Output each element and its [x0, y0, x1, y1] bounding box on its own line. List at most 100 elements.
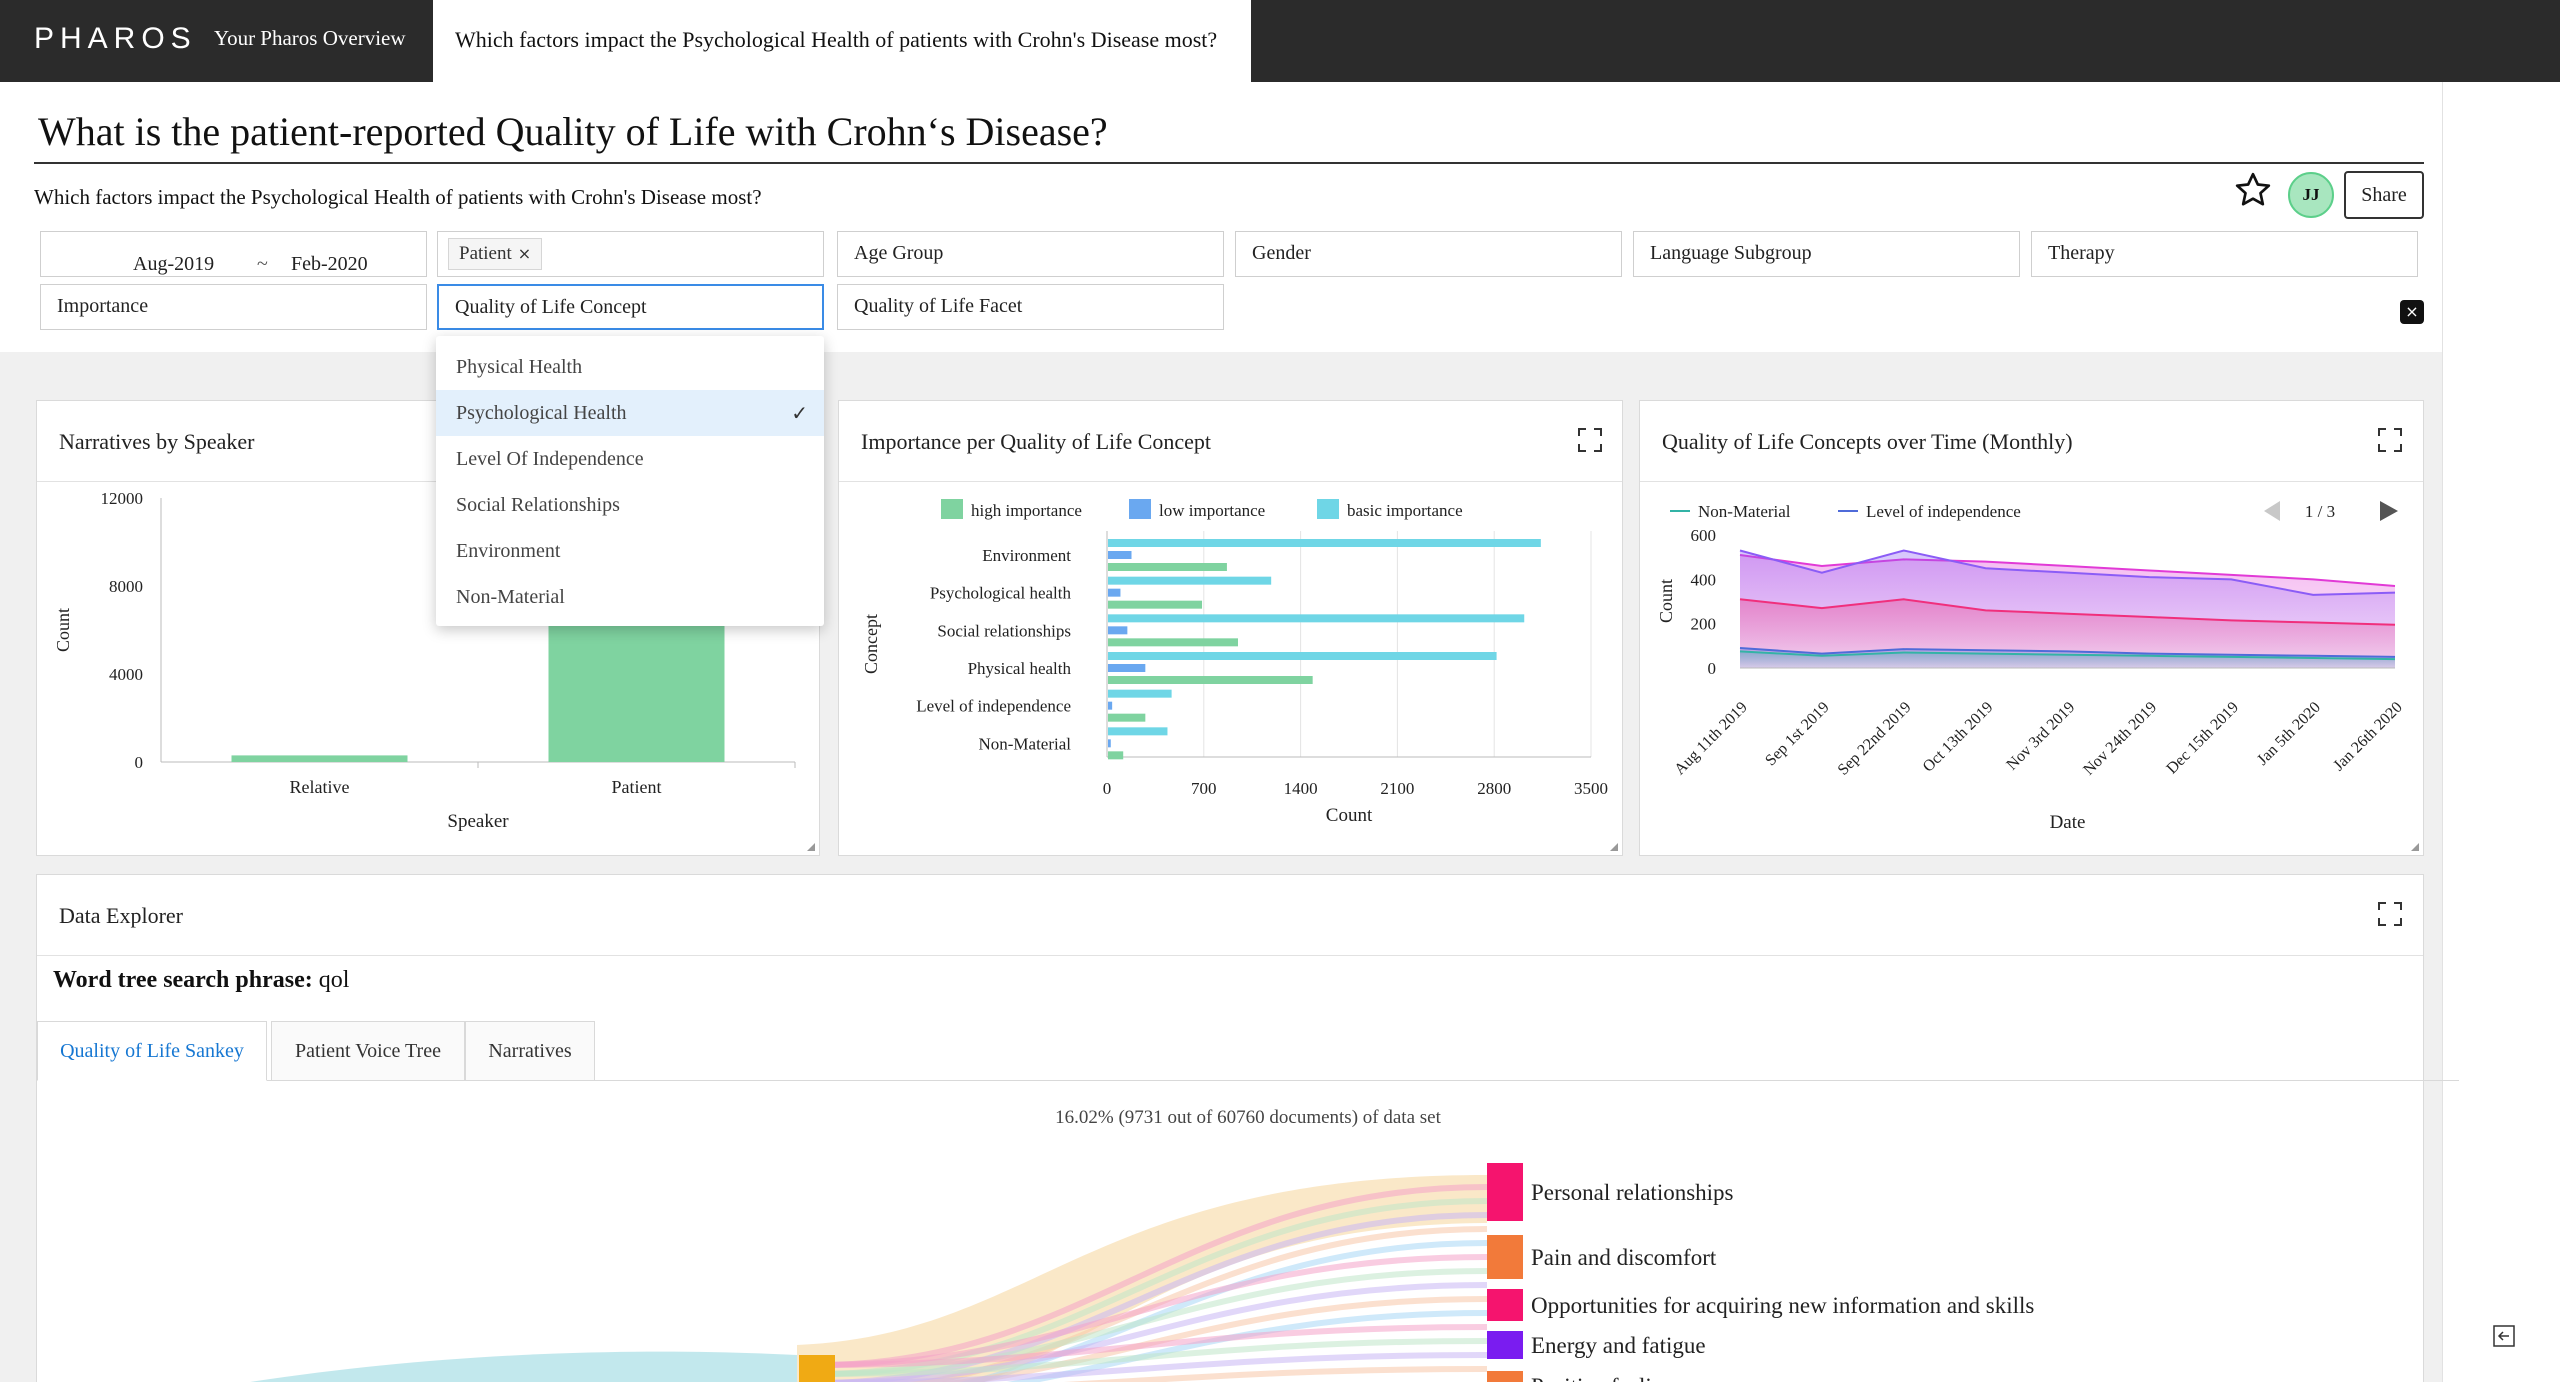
bar-basic-importance	[1108, 539, 1541, 547]
calendar-icon[interactable]	[425, 244, 427, 264]
speaker-tag-label: Patient	[459, 243, 512, 264]
bar-low-importance	[1108, 551, 1132, 559]
x-tick-label: Relative	[290, 777, 350, 797]
bar-relative	[231, 755, 408, 762]
dropdown-option-environment[interactable]: Environment	[436, 528, 824, 574]
bar-high-importance	[1108, 713, 1146, 722]
bar-high-importance	[1108, 600, 1203, 609]
bar-basic-importance	[1108, 727, 1168, 736]
importance-filter[interactable]: Importance	[40, 284, 427, 330]
speaker-filter[interactable]: Patient ×	[437, 231, 824, 277]
nav-overview-link[interactable]: Your Pharos Overview	[214, 26, 406, 50]
dataset-share-note: 16.02% (9731 out of 60760 documents) of …	[1055, 1107, 1441, 1128]
option-label: Social Relationships	[456, 494, 620, 516]
data-explorer-card: Data Explorer Word tree search phrase: q…	[36, 874, 2459, 1382]
y-tick-label: Social relationships	[937, 621, 1071, 640]
card-title: Quality of Life Concepts over Time (Mont…	[1662, 429, 2073, 454]
qol-concept-filter[interactable]: Quality of Life Concept	[437, 284, 824, 330]
sankey-flow	[816, 1324, 1488, 1368]
dropdown-option-psychological-health[interactable]: Psychological Health ✓	[436, 390, 824, 436]
dropdown-option-non-material[interactable]: Non-Material	[436, 574, 824, 620]
y-axis-title: Count	[1656, 579, 1676, 623]
sankey-node	[1487, 1371, 1523, 1382]
series-line	[1739, 647, 2396, 658]
language-subgroup-filter[interactable]: Language Subgroup	[1633, 231, 2020, 277]
therapy-filter[interactable]: Therapy	[2031, 231, 2418, 277]
search-phrase-value: qol	[318, 967, 350, 993]
y-tick-label: 0	[135, 753, 144, 772]
legend-label: Non-Material	[1698, 502, 1791, 521]
legend-swatch	[1317, 499, 1339, 519]
x-tick-label: 2100	[1380, 779, 1414, 798]
qol-facet-filter[interactable]: Quality of Life Facet	[837, 284, 1224, 330]
y-tick-label: 0	[1708, 659, 1717, 678]
option-label: Environment	[456, 540, 561, 562]
expand-icon[interactable]	[1577, 427, 1603, 453]
y-tick-label: Non-Material	[978, 734, 1071, 753]
bar-high-importance	[1108, 563, 1227, 571]
resize-handle-icon[interactable]	[807, 843, 815, 851]
y-tick-label: 4000	[109, 665, 143, 684]
clear-filters-icon[interactable]: ×	[2400, 300, 2424, 324]
card-title: Importance per Quality of Life Concept	[861, 429, 1212, 454]
collapse-panel-icon[interactable]	[2492, 1324, 2516, 1348]
resize-handle-icon[interactable]	[1610, 843, 1618, 851]
tab-narratives[interactable]: Narratives	[465, 1021, 595, 1081]
series-line	[1739, 549, 2396, 596]
age-group-filter[interactable]: Age Group	[837, 231, 1224, 277]
x-axis-title: Speaker	[447, 811, 509, 832]
legend-label: basic importance	[1347, 501, 1463, 520]
nav-active-question-tab[interactable]: Which factors impact the Psychological H…	[433, 0, 1251, 82]
star-icon[interactable]	[2233, 170, 2273, 210]
x-tick-label: 1400	[1284, 779, 1318, 798]
sankey-node-label: Personal relationships	[1531, 1180, 1734, 1205]
tab-quality-of-life-sankey[interactable]: Quality of Life Sankey	[37, 1021, 267, 1081]
bar-low-importance	[1108, 664, 1146, 672]
y-tick-label: Psychological health	[930, 584, 1072, 603]
x-tick-label: Nov 24th 2019	[2080, 699, 2160, 779]
bar-basic-importance	[1108, 652, 1497, 660]
date-range-picker[interactable]: Aug-2019 ~ Feb-2020	[40, 231, 427, 277]
tab-patient-voice-tree[interactable]: Patient Voice Tree	[271, 1021, 465, 1081]
x-tick-label: 2800	[1477, 779, 1511, 798]
sankey-flow	[816, 1184, 1488, 1368]
sankey-flow	[816, 1282, 1488, 1382]
dropdown-option-social-relationships[interactable]: Social Relationships	[436, 482, 824, 528]
qol-concept-dropdown: Physical Health Psychological Health ✓ Le…	[436, 336, 824, 626]
expand-icon[interactable]	[2377, 901, 2403, 927]
concepts-over-time-card: Quality of Life Concepts over Time (Mont…	[1639, 400, 2424, 856]
legend-pager-text: 1 / 3	[2305, 502, 2335, 521]
expand-icon[interactable]	[2377, 427, 2403, 453]
sankey-flow	[1063, 1366, 1488, 1382]
share-button[interactable]: Share	[2344, 171, 2424, 219]
bar-high-importance	[1108, 751, 1124, 760]
card-divider	[839, 481, 1622, 482]
date-to[interactable]: Feb-2020	[291, 253, 368, 275]
checkmark-icon: ✓	[791, 401, 808, 425]
right-side-panel	[2442, 82, 2560, 1382]
bar-low-importance	[1108, 701, 1113, 710]
x-tick-label: Nov 3rd 2019	[2003, 699, 2078, 774]
user-avatar[interactable]: JJ	[2288, 172, 2334, 218]
pharos-logo[interactable]: PHAROS	[34, 22, 197, 55]
y-tick-label: 200	[1691, 615, 1717, 634]
sankey-flow	[816, 1338, 1488, 1377]
card-divider	[1640, 481, 2423, 482]
sankey-node-label: Positive feelings	[1531, 1374, 1684, 1382]
page-title: What is the patient-reported Quality of …	[38, 109, 1108, 154]
card-divider	[37, 955, 2423, 956]
header-panel: What is the patient-reported Quality of …	[0, 82, 2442, 352]
dropdown-option-physical-health[interactable]: Physical Health	[436, 344, 824, 390]
close-icon[interactable]: ×	[517, 244, 532, 263]
option-label: Non-Material	[456, 586, 565, 608]
legend-prev-icon	[2264, 501, 2280, 521]
y-tick-label: 400	[1691, 570, 1717, 589]
dropdown-option-level-of-independence[interactable]: Level Of Independence	[436, 436, 824, 482]
option-label: Physical Health	[456, 356, 583, 378]
gender-filter[interactable]: Gender	[1235, 231, 1622, 277]
resize-handle-icon[interactable]	[2411, 843, 2419, 851]
sankey-node-label: Pain and discomfort	[1531, 1245, 1717, 1270]
sankey-node-label: Energy and fatigue	[1531, 1333, 1706, 1358]
sankey-node	[1487, 1235, 1523, 1279]
date-from[interactable]: Aug-2019	[133, 253, 215, 275]
